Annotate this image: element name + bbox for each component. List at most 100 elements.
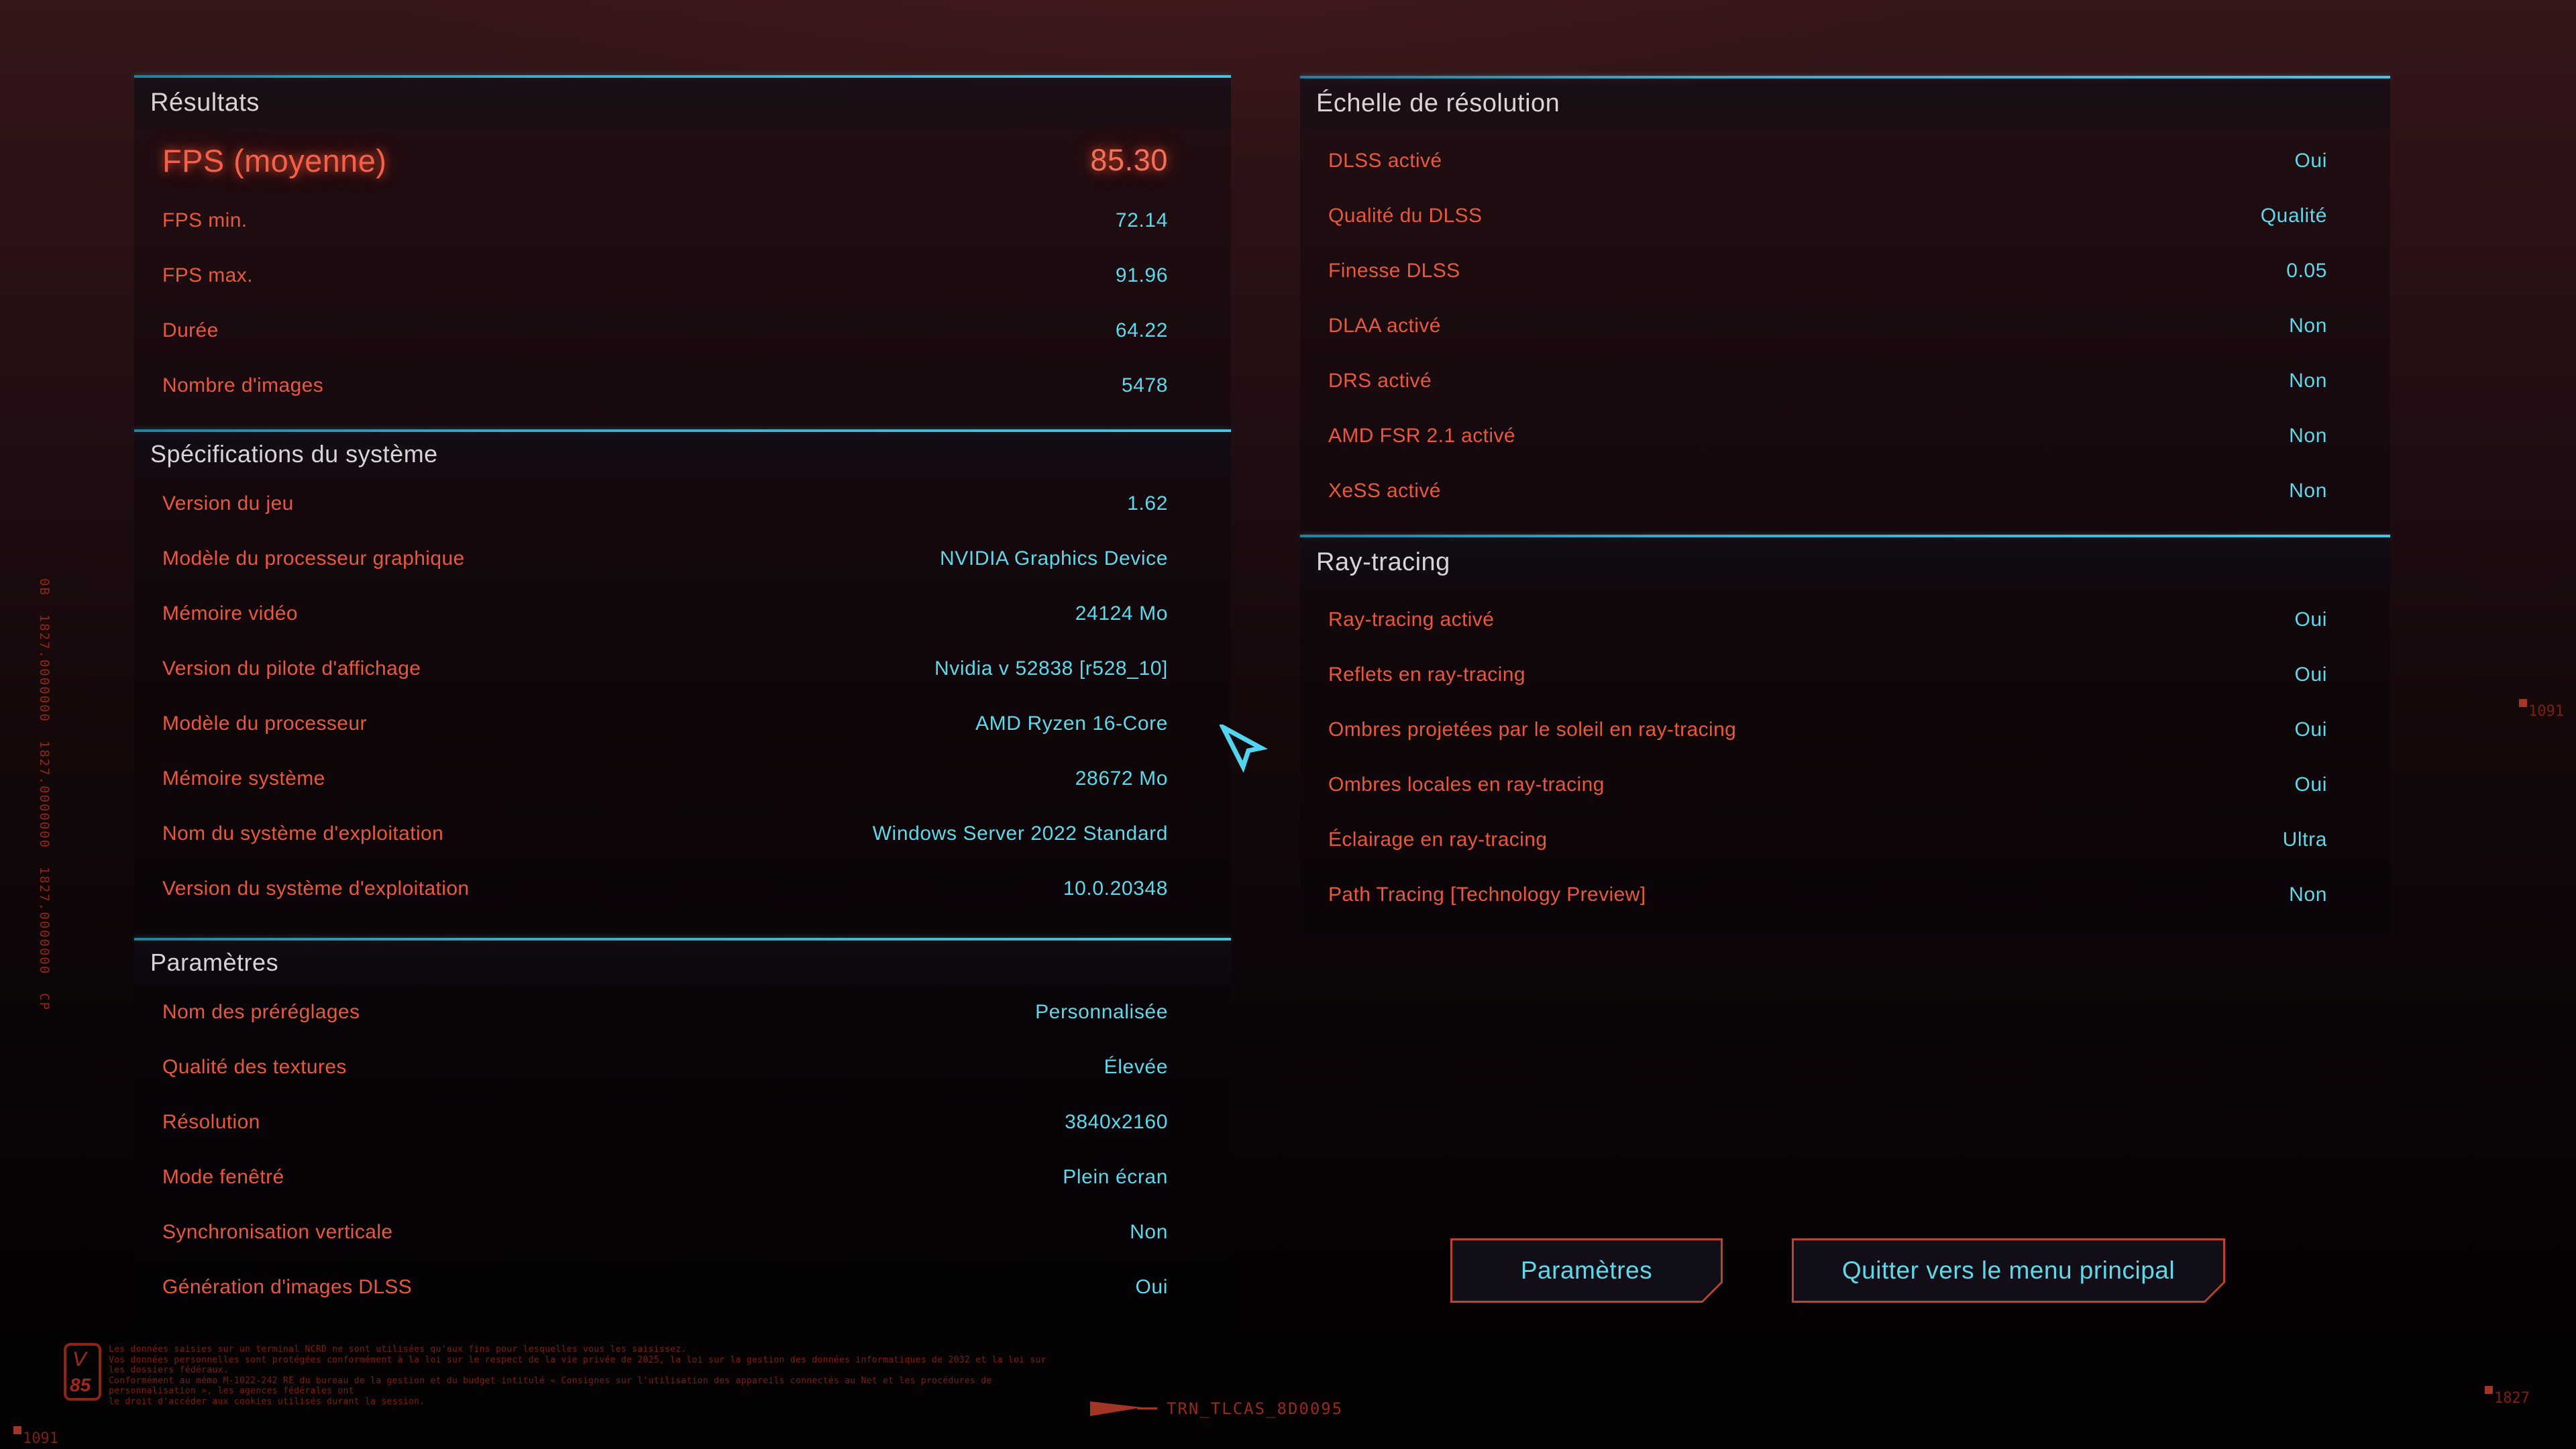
stat-value: Non bbox=[2289, 315, 2327, 337]
stat-value: 72.14 bbox=[1115, 209, 1168, 231]
settings-button[interactable]: Paramètres bbox=[1450, 1238, 1723, 1303]
fps-average-label: FPS (moyenne) bbox=[162, 142, 387, 178]
ray-tracing-header: Ray-tracing bbox=[1300, 537, 2390, 587]
stat-value: Oui bbox=[2294, 608, 2327, 631]
side-debug-readout: 0B 1827.0000000 1827.0000000 1827.000000… bbox=[37, 578, 52, 1012]
quit-button-label: Quitter vers le menu principal bbox=[1841, 1256, 2176, 1284]
stat-row: Ray-tracing activé Oui bbox=[1300, 592, 2390, 647]
stat-label: XeSS activé bbox=[1328, 480, 1441, 502]
debug-marker-bottom-right: 1827 bbox=[2485, 1386, 2530, 1407]
section-system-specs: Spécifications du système Version du jeu… bbox=[134, 429, 1231, 932]
stat-value: Oui bbox=[2294, 663, 2327, 686]
stat-value: 10.0.20348 bbox=[1063, 877, 1168, 900]
legal-line: le droit d'accéder aux cookies utilisés … bbox=[109, 1396, 425, 1407]
stat-label: Génération d'images DLSS bbox=[162, 1276, 413, 1298]
stat-value: Nvidia v 52838 [r528_10] bbox=[934, 657, 1168, 680]
fps-average-row: FPS (moyenne) 85.30 bbox=[134, 127, 1231, 193]
stat-row: Reflets en ray-tracing Oui bbox=[1300, 647, 2390, 702]
stat-row: Durée 64.22 bbox=[134, 303, 1231, 358]
stat-label: Qualité du DLSS bbox=[1328, 205, 1483, 227]
debug-marker-bottom-left: 1091 bbox=[13, 1426, 58, 1447]
stat-value: Non bbox=[2289, 370, 2327, 392]
stat-label: Mémoire système bbox=[162, 767, 325, 790]
left-column: Résultats FPS (moyenne) 85.30 FPS min. 72… bbox=[134, 75, 1231, 1331]
stat-row: DLSS activé Oui bbox=[1300, 133, 2390, 189]
stat-value: 5478 bbox=[1121, 374, 1168, 396]
stat-value: 1.62 bbox=[1127, 492, 1168, 515]
section-topline bbox=[134, 429, 1231, 432]
stat-row: Nom du système d'exploitation Windows Ser… bbox=[134, 806, 1231, 861]
v85-version-badge: V 85 bbox=[64, 1343, 101, 1401]
stat-value: Oui bbox=[2294, 773, 2327, 796]
results-rows: FPS (moyenne) 85.30 FPS min. 72.14 FPS max… bbox=[134, 127, 1231, 429]
stat-row: DLAA activé Non bbox=[1300, 299, 2390, 354]
square-icon bbox=[2485, 1386, 2493, 1394]
stat-row: Nom des préréglages Personnalisée bbox=[134, 985, 1231, 1040]
badge-number: 85 bbox=[70, 1375, 91, 1395]
stat-row: DRS activé Non bbox=[1300, 354, 2390, 409]
stat-value: NVIDIA Graphics Device bbox=[940, 547, 1168, 570]
stat-label: Qualité des textures bbox=[162, 1056, 347, 1078]
section-topline bbox=[134, 75, 1231, 78]
stat-value: Élevée bbox=[1104, 1056, 1168, 1078]
stat-row: Nombre d'images 5478 bbox=[134, 358, 1231, 413]
stat-label: Version du pilote d'affichage bbox=[162, 657, 421, 680]
stat-value: Non bbox=[1130, 1221, 1168, 1243]
legal-line: Conformément au mémo M-1022-242 RE du bu… bbox=[109, 1375, 992, 1397]
stat-value: Oui bbox=[2294, 150, 2327, 172]
stat-row: Finesse DLSS 0.05 bbox=[1300, 244, 2390, 299]
stat-label: Reflets en ray-tracing bbox=[1328, 663, 1525, 686]
settings-rows: Nom des préréglages Personnalisée Qualité … bbox=[134, 985, 1231, 1331]
stat-row: Mémoire vidéo 24124 Mo bbox=[134, 586, 1231, 641]
stat-value: Oui bbox=[2294, 718, 2327, 741]
stat-label: Version du système d'exploitation bbox=[162, 877, 470, 900]
stat-row: FPS max. 91.96 bbox=[134, 248, 1231, 303]
stat-row: Path Tracing [Technology Preview] Non bbox=[1300, 867, 2390, 922]
session-id-tag: TRN_TLCAS_8D0095 bbox=[1090, 1399, 1343, 1418]
stat-label: FPS min. bbox=[162, 209, 248, 231]
stat-value: Non bbox=[2289, 480, 2327, 502]
stat-row: Qualité des textures Élevée bbox=[134, 1040, 1231, 1095]
stat-row: FPS min. 72.14 bbox=[134, 193, 1231, 248]
stat-label: Ombres projetées par le soleil en ray-tr… bbox=[1328, 718, 1737, 741]
stat-row: Mémoire système 28672 Mo bbox=[134, 751, 1231, 806]
stat-label: Mode fenêtré bbox=[162, 1166, 284, 1188]
stat-row: Résolution 3840x2160 bbox=[134, 1095, 1231, 1150]
stat-value: Ultra bbox=[2282, 828, 2327, 851]
stat-label: AMD FSR 2.1 activé bbox=[1328, 425, 1515, 447]
stat-row: Modèle du processeur AMD Ryzen 16-Core bbox=[134, 696, 1231, 751]
stat-value: Windows Server 2022 Standard bbox=[872, 822, 1168, 845]
stat-row: Éclairage en ray-tracing Ultra bbox=[1300, 812, 2390, 867]
section-topline bbox=[134, 938, 1231, 941]
stat-label: Nombre d'images bbox=[162, 374, 324, 396]
section-resolution-scaling: Échelle de résolution DLSS activé Oui Qual… bbox=[1300, 76, 2390, 535]
stat-label: Résolution bbox=[162, 1111, 260, 1133]
stat-value: Non bbox=[2289, 883, 2327, 906]
results-header: Résultats bbox=[134, 78, 1231, 127]
stat-label: Ray-tracing activé bbox=[1328, 608, 1495, 631]
system-specs-header: Spécifications du système bbox=[134, 432, 1231, 476]
badge-letter: V bbox=[72, 1347, 87, 1371]
stat-row: Version du système d'exploitation 10.0.20… bbox=[134, 861, 1231, 916]
section-results: Résultats FPS (moyenne) 85.30 FPS min. 72… bbox=[134, 75, 1231, 429]
stat-label: FPS max. bbox=[162, 264, 253, 286]
resolution-scaling-rows: DLSS activé Oui Qualité du DLSS Qualité Fine… bbox=[1300, 128, 2390, 535]
stat-label: Ombres locales en ray-tracing bbox=[1328, 773, 1605, 796]
stat-label: Modèle du processeur bbox=[162, 712, 367, 735]
stat-value: 24124 Mo bbox=[1075, 602, 1168, 625]
stat-row: Ombres locales en ray-tracing Oui bbox=[1300, 757, 2390, 812]
stat-value: Plein écran bbox=[1063, 1166, 1168, 1188]
stat-row: Qualité du DLSS Qualité bbox=[1300, 189, 2390, 244]
stat-row: XeSS activé Non bbox=[1300, 464, 2390, 519]
section-ray-tracing: Ray-tracing Ray-tracing activé Oui Reflets… bbox=[1300, 535, 2390, 938]
stat-label: Nom des préréglages bbox=[162, 1001, 360, 1023]
stat-value: Personnalisée bbox=[1035, 1001, 1168, 1023]
stat-row: Synchronisation verticale Non bbox=[134, 1205, 1231, 1260]
quit-to-main-menu-button[interactable]: Quitter vers le menu principal bbox=[1792, 1238, 2225, 1303]
resolution-scaling-header: Échelle de résolution bbox=[1300, 78, 2390, 128]
right-column: Échelle de résolution DLSS activé Oui Qual… bbox=[1300, 76, 2390, 938]
stat-label: Path Tracing [Technology Preview] bbox=[1328, 883, 1646, 906]
fps-average-value: 85.30 bbox=[1090, 143, 1168, 177]
stat-value: 91.96 bbox=[1115, 264, 1168, 286]
